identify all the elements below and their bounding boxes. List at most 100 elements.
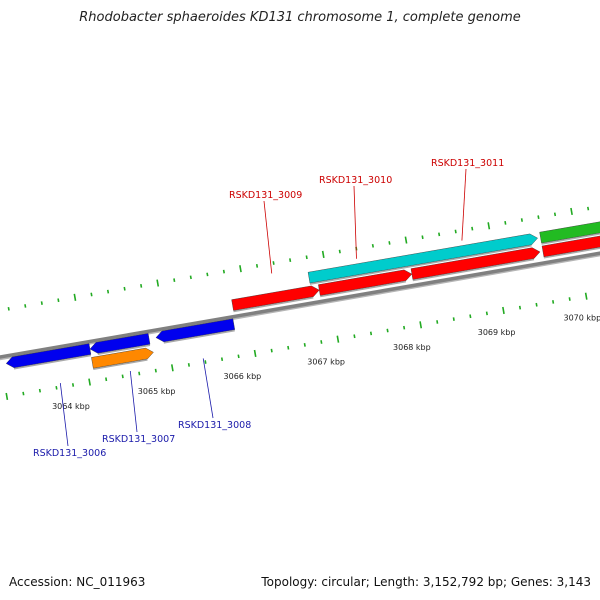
accession-text: Accession: NC_011963 <box>9 575 146 589</box>
upper-tick-mark <box>57 298 60 303</box>
feature-orange <box>91 347 154 369</box>
lower-tick-mark <box>5 392 9 400</box>
lower-tick-mark <box>287 345 290 350</box>
feature-green <box>539 221 600 244</box>
lower-tick-mark <box>303 343 306 347</box>
lower-tick-mark <box>253 349 257 358</box>
gene-label-top: RSKD131_3010 <box>319 175 392 186</box>
upper-tick-mark <box>156 279 160 287</box>
kbp-tick-label: 3067 kbp <box>307 358 345 367</box>
upper-tick-mark <box>272 261 275 265</box>
lower-tick-mark <box>568 297 571 301</box>
gene-next-forward <box>541 235 600 258</box>
upper-tick-mark <box>537 215 540 220</box>
kbp-tick-label: 3068 kbp <box>393 343 431 352</box>
gene-label-bottom: RSKD131_3007 <box>102 434 175 445</box>
lower-tick-mark <box>38 388 42 393</box>
lower-tick-mark <box>187 363 191 367</box>
gene-RSKD131_3011 <box>410 247 541 280</box>
upper-tick-mark <box>239 265 242 273</box>
lower-tick-mark <box>369 331 373 336</box>
feature-orange-edge <box>93 359 148 371</box>
gene-next-forward-edge <box>543 247 600 259</box>
lower-tick-mark <box>353 334 356 339</box>
upper-tick-mark <box>73 293 77 301</box>
lower-tick-mark <box>452 317 455 321</box>
lower-tick-mark <box>237 354 240 359</box>
lower-tick-mark <box>55 385 58 390</box>
lower-tick-mark <box>518 305 522 310</box>
lower-tick-mark <box>336 335 340 343</box>
upper-tick-mark <box>40 301 43 305</box>
feature-green-edge <box>541 233 600 245</box>
upper-tick-mark <box>404 236 408 244</box>
lower-tick-mark <box>403 325 406 330</box>
upper-tick-mark <box>587 206 590 211</box>
upper-tick-mark <box>504 221 507 225</box>
lower-tick-mark <box>220 357 224 362</box>
lower-tick-mark <box>22 391 25 396</box>
upper-tick-mark <box>90 292 93 297</box>
gene-label-bottom: RSKD131_3008 <box>178 420 251 431</box>
lower-tick-mark <box>121 374 124 379</box>
map-title: Rhodobacter sphaeroides KD131 chromosome… <box>79 10 521 25</box>
upper-tick-mark <box>189 275 192 280</box>
upper-tick-mark <box>173 278 176 283</box>
gene-label-leader <box>129 370 138 433</box>
upper-tick-mark <box>123 286 126 291</box>
lower-tick-mark <box>320 340 323 344</box>
upper-tick-mark <box>321 250 325 258</box>
upper-tick-mark <box>106 289 110 294</box>
topology-text: Topology: circular; Length: 3,152,792 bp… <box>261 575 591 589</box>
gene-label-top: RSKD131_3009 <box>229 190 302 201</box>
gene-RSKD131_3006-edge <box>13 354 92 370</box>
gene-label-leader <box>202 358 214 419</box>
upper-tick-mark <box>438 232 441 237</box>
gene-RSKD131_3006 <box>5 343 92 368</box>
upper-tick-mark <box>371 243 374 248</box>
upper-tick-mark <box>388 241 391 245</box>
upper-tick-mark <box>454 229 457 234</box>
lower-tick-mark <box>485 311 488 316</box>
genome-backbone <box>0 251 600 359</box>
gene-label-leader <box>59 383 69 447</box>
lower-tick-mark <box>436 320 439 324</box>
lower-tick-mark <box>204 360 207 364</box>
upper-tick-mark <box>255 263 259 268</box>
gene-label-leader <box>353 185 357 259</box>
lower-tick-mark <box>105 377 108 382</box>
gene-label-top: RSKD131_3011 <box>431 158 504 169</box>
lower-tick-mark <box>584 292 588 300</box>
upper-tick-mark <box>24 304 27 308</box>
gene-RSKD131_3009 <box>231 285 320 311</box>
gene-RSKD131_3008-edge <box>163 329 235 344</box>
gene-RSKD131_3007-edge <box>97 344 151 356</box>
lower-tick-mark <box>170 364 174 372</box>
gene-RSKD131_3009-edge <box>233 296 314 313</box>
kbp-tick-label: 3066 kbp <box>224 372 262 381</box>
gene-label-leader <box>263 200 273 274</box>
upper-tick-mark <box>206 272 209 277</box>
gene-RSKD131_3007 <box>89 333 151 354</box>
upper-tick-mark <box>553 212 557 217</box>
lower-tick-mark <box>535 302 538 307</box>
lower-tick-mark <box>270 348 273 353</box>
lower-tick-mark <box>469 314 472 319</box>
lower-tick-mark <box>138 371 141 376</box>
upper-tick-mark <box>140 284 143 288</box>
gene-label-leader <box>461 168 467 241</box>
lower-tick-mark <box>88 378 91 386</box>
feature-cyan-edge <box>309 244 532 285</box>
feature-cyan <box>307 233 538 284</box>
kbp-tick-label: 3064 kbp <box>52 402 90 411</box>
upper-tick-mark <box>289 258 292 262</box>
lower-tick-mark <box>552 300 555 304</box>
lower-tick-mark <box>386 328 389 333</box>
lower-tick-mark <box>71 383 75 387</box>
upper-tick-mark <box>570 207 573 216</box>
upper-tick-mark <box>471 226 474 231</box>
upper-tick-mark <box>520 218 523 222</box>
lower-tick-mark <box>419 321 423 329</box>
upper-tick-mark <box>338 249 341 254</box>
